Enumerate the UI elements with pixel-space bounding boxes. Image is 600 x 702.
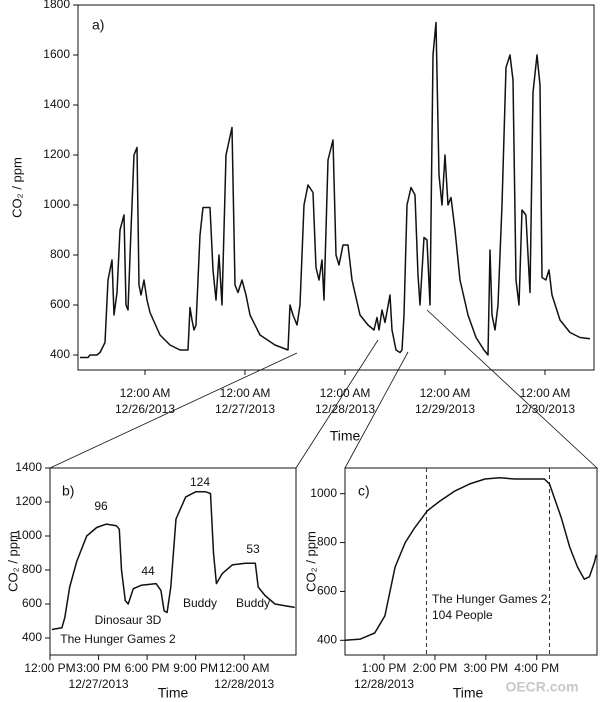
x-axis-label: Time: [330, 428, 361, 444]
y-tick-label: 600: [50, 297, 70, 311]
x-tick-label: 2:00 PM: [413, 661, 458, 675]
co2-line: [344, 477, 597, 642]
annotation: Dinosaur 3D: [95, 613, 162, 627]
y-tick-label: 1000: [15, 528, 42, 542]
co2-line: [51, 491, 295, 631]
y-tick-label: 400: [22, 630, 42, 644]
zoom-connector: [426, 309, 598, 469]
annotation: 44: [141, 564, 155, 578]
y-tick-label: 1400: [43, 97, 70, 111]
x-axis-label: Time: [158, 685, 189, 701]
annotation: Buddy: [183, 596, 217, 610]
y-tick-label: 600: [22, 596, 42, 610]
y-tick-label: 1800: [43, 0, 70, 11]
watermark: OECR.com: [505, 679, 578, 695]
y-tick-label: 400: [50, 347, 70, 361]
x-tick-label: 4:00 PM: [514, 661, 559, 675]
y-tick-label: 1200: [43, 147, 70, 161]
x-tick-label: 12:00 AM 12/28/2013: [315, 386, 375, 416]
annotation: The Hunger Games 2: [60, 632, 176, 646]
y-tick-label: 800: [317, 535, 337, 549]
x-axis-label: Time: [453, 685, 484, 701]
zoom-connector: [49, 352, 298, 469]
y-tick-label: 1600: [43, 47, 70, 61]
panel-label: b): [62, 483, 74, 499]
x-tick-label: 12:00 AM 12/29/2013: [415, 386, 475, 416]
zoom-connector: [344, 351, 409, 469]
plot-frame: [344, 467, 598, 656]
y-tick-label: 1000: [43, 197, 70, 211]
plot-frame: [77, 4, 595, 371]
annotation: 104 People: [432, 608, 493, 622]
x-tick-label: 12:00 AM 12/28/2013: [214, 661, 274, 691]
panel-label: c): [358, 483, 370, 499]
co2-line: [80, 21, 591, 359]
y-tick-label: 800: [22, 562, 42, 576]
y-tick-label: 600: [317, 584, 337, 598]
annotation: Buddy: [236, 596, 270, 610]
plot-frame: [49, 467, 297, 656]
y-tick-label: 1400: [15, 460, 42, 474]
x-tick-label: 1:00 PM 12/28/2013: [354, 661, 414, 691]
y-tick-label: 800: [50, 247, 70, 261]
y-axis-label: CO₂ / ppm: [303, 531, 318, 592]
x-tick-label: 3:00 PM: [463, 661, 508, 675]
y-axis-label: CO₂ / ppm: [5, 531, 20, 592]
x-tick-label: 12:00 AM 12/30/2013: [515, 386, 575, 416]
x-tick-label: 12:00 PM: [24, 661, 75, 675]
zoom-connector: [295, 339, 379, 469]
x-tick-label: 12:00 AM 12/27/2013: [215, 386, 275, 416]
x-tick-label: 3:00 PM 12/27/2013: [69, 661, 129, 691]
x-tick-label: 9:00 PM: [173, 661, 218, 675]
annotation: The Hunger Games 2: [432, 592, 548, 606]
y-axis-label: CO₂ / ppm: [9, 157, 24, 218]
annotation: 53: [246, 542, 260, 556]
x-tick-label: 12:00 AM 12/26/2013: [115, 386, 175, 416]
y-tick-label: 400: [317, 633, 337, 647]
x-tick-label: 6:00 PM: [125, 661, 170, 675]
annotation: 96: [94, 499, 108, 513]
y-tick-label: 1000: [310, 486, 337, 500]
annotation: 124: [190, 475, 210, 489]
y-tick-label: 1200: [15, 494, 42, 508]
panel-label: a): [92, 17, 104, 33]
